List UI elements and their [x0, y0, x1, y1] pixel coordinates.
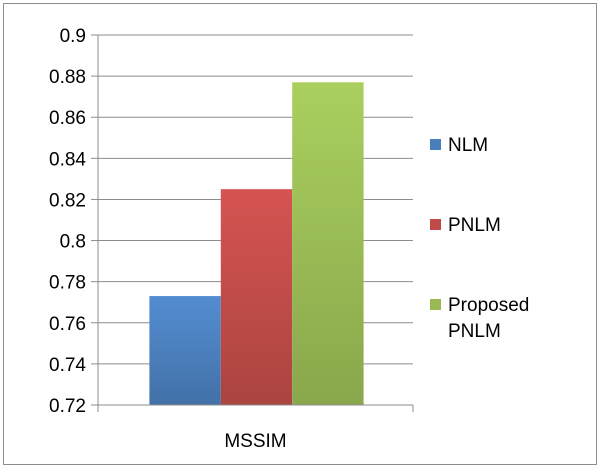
legend-label-nlm: NLM	[448, 135, 488, 156]
legend-label-pnlm: PNLM	[448, 215, 501, 236]
y-tick-label: 0.76	[49, 314, 86, 335]
legend: NLM PNLM Proposed PNLM	[430, 135, 529, 342]
y-tick-label: 0.84	[49, 149, 86, 170]
legend-label-proposed-pnlm: Proposed PNLM	[448, 295, 529, 342]
bar-proposed-pnlm	[292, 82, 363, 405]
y-tick-label: 0.86	[49, 108, 86, 129]
y-tick-labels: 0.72 0.74 0.76 0.78 0.8 0.82 0.84 0.86 0.88 0.9	[49, 26, 86, 417]
y-tick-label: 0.78	[49, 273, 86, 294]
legend-swatch-pnlm	[430, 219, 441, 230]
bars	[149, 82, 363, 405]
y-tick-label: 0.8	[60, 232, 86, 253]
y-tick-label: 0.9	[60, 26, 86, 47]
y-tick-label: 0.82	[49, 190, 86, 211]
y-tick-label: 0.74	[49, 355, 86, 376]
y-tick-label: 0.88	[49, 67, 86, 88]
y-tick-label: 0.72	[49, 396, 86, 417]
legend-swatch-nlm	[430, 139, 441, 150]
bar-pnlm	[221, 189, 292, 405]
x-tick-label: MSSIM	[224, 431, 286, 452]
bar-nlm	[149, 296, 220, 405]
x-tick-labels: MSSIM	[224, 431, 286, 452]
legend-swatch-proposed-pnlm	[430, 299, 441, 310]
